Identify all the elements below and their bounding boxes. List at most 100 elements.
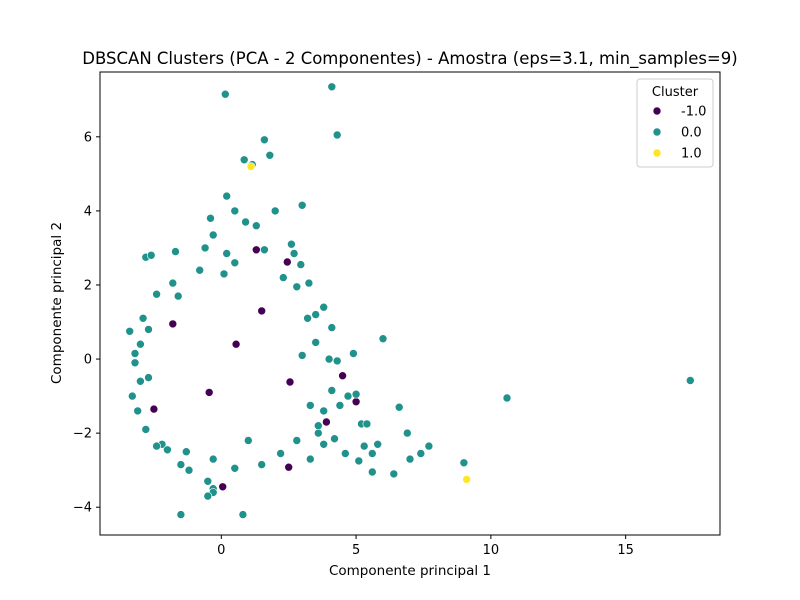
- data-point: [685, 376, 695, 385]
- data-point: [297, 351, 307, 360]
- data-point: [144, 325, 153, 334]
- data-point: [304, 278, 314, 288]
- data-point: [319, 439, 329, 449]
- data-point: [332, 130, 342, 140]
- x-tick-label: 10: [483, 543, 500, 558]
- data-point: [176, 510, 186, 519]
- data-point: [241, 217, 250, 227]
- data-point: [171, 247, 180, 256]
- data-point: [292, 436, 302, 445]
- data-point: [136, 339, 145, 349]
- y-tick-label: 0: [84, 353, 92, 368]
- y-tick-label: −4: [73, 501, 92, 516]
- data-point: [284, 462, 294, 472]
- data-point: [231, 339, 241, 349]
- data-point: [362, 419, 372, 429]
- data-point: [136, 376, 145, 386]
- data-point: [260, 135, 269, 145]
- chart-title: DBSCAN Clusters (PCA - 2 Componentes) - …: [82, 49, 737, 69]
- data-point: [270, 206, 280, 216]
- data-point: [327, 386, 337, 395]
- data-point: [246, 162, 256, 171]
- data-point: [367, 449, 377, 458]
- data-point: [176, 460, 186, 469]
- data-point: [389, 469, 399, 479]
- data-point: [149, 404, 159, 414]
- data-point: [351, 389, 361, 399]
- legend-label: 1.0: [681, 147, 702, 162]
- ticks-layer: 0 5 10 15 −4 −2 0 2 4 6: [73, 130, 634, 558]
- data-point: [351, 397, 361, 407]
- legend: Cluster -1.0 0.0 1.0: [636, 78, 714, 168]
- data-point: [359, 441, 369, 451]
- data-point: [133, 406, 142, 416]
- data-point: [152, 289, 161, 299]
- legend-marker: [652, 148, 662, 158]
- data-point: [276, 449, 285, 458]
- data-point: [152, 441, 161, 451]
- data-point: [319, 406, 329, 416]
- data-point: [402, 428, 412, 438]
- data-point: [278, 273, 288, 282]
- data-point: [313, 428, 323, 438]
- data-point: [265, 151, 275, 160]
- data-point: [221, 89, 230, 99]
- data-point: [305, 401, 315, 410]
- data-point: [184, 465, 194, 475]
- data-point: [128, 391, 137, 401]
- data-point: [340, 449, 350, 458]
- data-point: [332, 356, 342, 366]
- data-point: [130, 358, 140, 368]
- legend-box: [636, 78, 714, 168]
- data-point: [244, 436, 253, 445]
- data-point: [222, 191, 231, 201]
- y-tick-label: −2: [73, 427, 92, 442]
- data-point: [173, 291, 183, 301]
- y-axis-label: Componente principal 2: [49, 222, 65, 384]
- data-point: [373, 439, 383, 449]
- data-point: [282, 257, 292, 267]
- data-point: [203, 491, 213, 501]
- data-point: [313, 421, 323, 431]
- data-point: [251, 245, 261, 255]
- data-point: [239, 155, 249, 165]
- data-point: [343, 391, 353, 401]
- data-point: [462, 475, 471, 484]
- data-point: [327, 82, 337, 92]
- plot-frame: [99, 71, 721, 536]
- data-point: [208, 454, 218, 464]
- data-point: [327, 323, 337, 332]
- data-point: [144, 373, 153, 382]
- data-point: [378, 334, 388, 344]
- data-point: [141, 425, 151, 434]
- data-point: [200, 243, 210, 253]
- plot-area: 0 5 10 15 −4 −2 0 2 4 6: [73, 71, 721, 558]
- legend-marker: [652, 127, 662, 137]
- data-point: [285, 377, 295, 387]
- data-point: [257, 306, 267, 316]
- data-point: [330, 434, 339, 444]
- data-point: [163, 445, 172, 455]
- data-point: [405, 454, 415, 464]
- data-point: [230, 463, 240, 473]
- data-point: [208, 230, 218, 240]
- data-point: [335, 401, 345, 410]
- legend-marker: [652, 106, 662, 116]
- data-point: [238, 510, 248, 519]
- legend-title: Cluster: [652, 85, 699, 100]
- points-layer: [125, 82, 695, 519]
- data-point: [354, 456, 364, 466]
- data-point: [251, 221, 261, 230]
- data-point: [303, 313, 312, 323]
- x-axis-label: Componente principal 1: [329, 563, 491, 579]
- data-point: [257, 460, 267, 469]
- data-point: [424, 441, 434, 451]
- data-point: [394, 402, 404, 412]
- data-point: [305, 454, 315, 464]
- data-point: [297, 201, 307, 210]
- data-point: [204, 388, 214, 397]
- data-point: [182, 447, 191, 457]
- data-point: [338, 371, 347, 381]
- data-point: [206, 214, 215, 223]
- data-point: [138, 313, 148, 323]
